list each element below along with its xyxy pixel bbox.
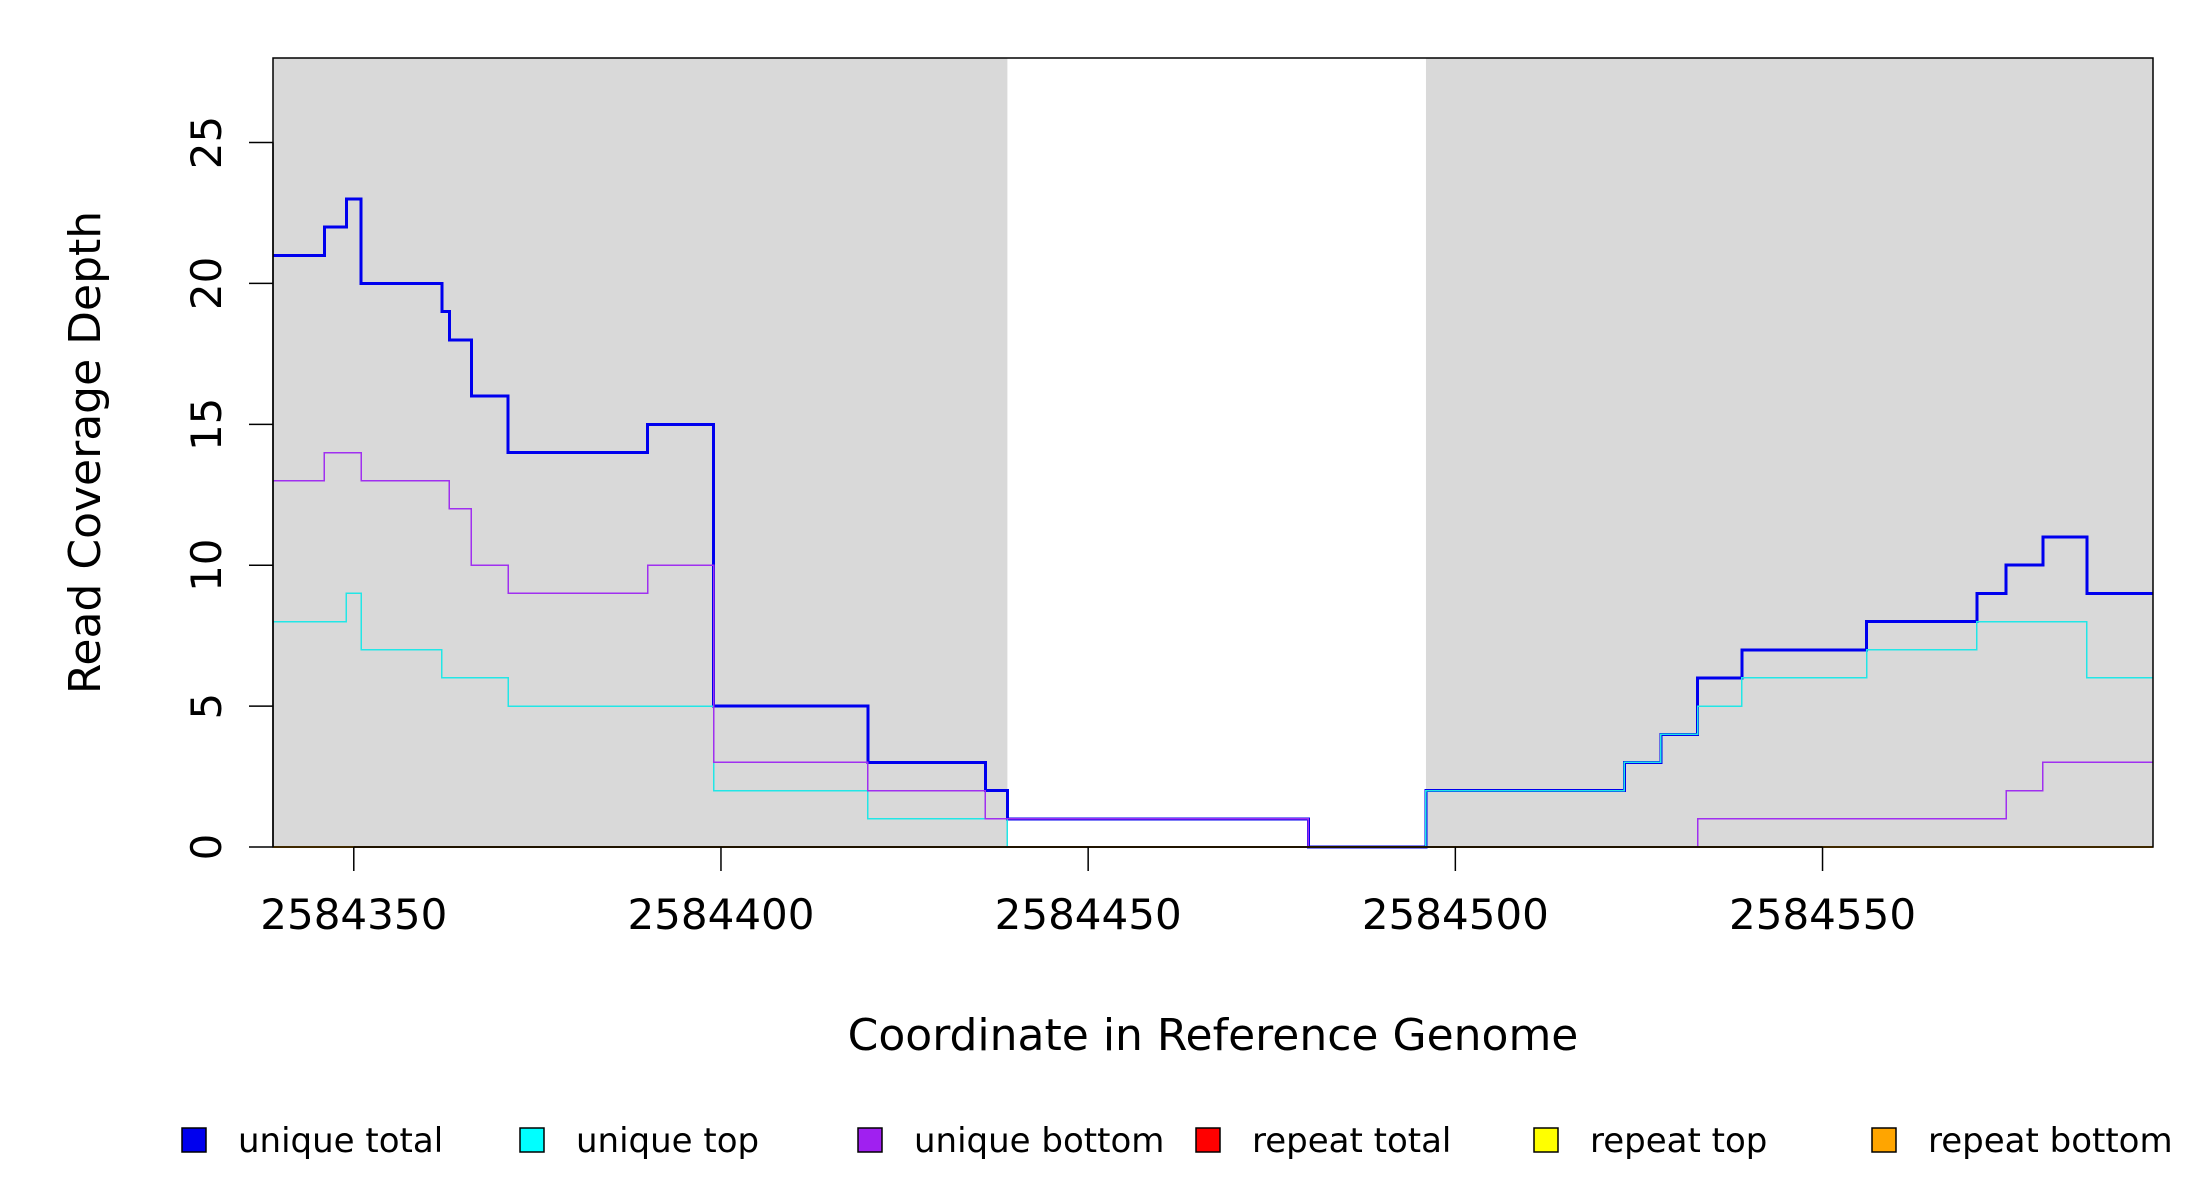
- y-tick-label-10: 10: [182, 538, 231, 591]
- y-tick-label-0: 0: [182, 834, 231, 861]
- y-tick-label-25: 25: [182, 116, 231, 169]
- legend: unique total unique top unique bottom repea…: [181, 1121, 2173, 1161]
- legend-swatch-repeat-total: [1195, 1127, 1221, 1153]
- legend-label-unique-bottom: unique bottom: [914, 1121, 1164, 1161]
- legend-item-repeat-top: repeat top: [1533, 1121, 1767, 1161]
- legend-swatch-unique-bottom: [857, 1127, 883, 1153]
- series-line-unique-bottom: [273, 451, 2153, 848]
- legend-label-unique-total: unique total: [238, 1121, 443, 1161]
- x-axis: 2584350 2584400 2584450 2584500 2584550: [260, 846, 1916, 939]
- x-tick-label-2584350: 2584350: [260, 890, 447, 939]
- legend-item-unique-top: unique top: [519, 1121, 759, 1161]
- legend-item-repeat-total: repeat total: [1195, 1121, 1451, 1161]
- legend-swatch-unique-top: [519, 1127, 545, 1153]
- legend-item-unique-bottom: unique bottom: [857, 1121, 1164, 1161]
- legend-item-repeat-bottom: repeat bottom: [1871, 1121, 2173, 1161]
- y-tick-label-20: 20: [182, 257, 231, 310]
- x-tick-label-2584400: 2584400: [627, 890, 814, 939]
- legend-label-repeat-top: repeat top: [1590, 1121, 1767, 1161]
- legend-label-repeat-total: repeat total: [1252, 1121, 1451, 1161]
- legend-swatch-repeat-bottom: [1871, 1127, 1897, 1153]
- y-tick-label-5: 5: [182, 693, 231, 720]
- shaded-region-2: [1425, 58, 2153, 847]
- x-axis-title: Coordinate in Reference Genome: [848, 1010, 1579, 1061]
- legend-swatch-unique-total: [181, 1127, 207, 1153]
- legend-label-repeat-bottom: repeat bottom: [1928, 1121, 2173, 1161]
- x-tick-label-2584550: 2584550: [1729, 890, 1916, 939]
- legend-swatch-repeat-top: [1533, 1127, 1559, 1153]
- x-tick-label-2584450: 2584450: [995, 890, 1182, 939]
- y-tick-label-15: 15: [182, 398, 231, 451]
- legend-item-unique-total: unique total: [181, 1121, 443, 1161]
- y-axis-title: Read Coverage Depth: [60, 211, 111, 694]
- series-line-unique-total: [273, 197, 2153, 849]
- x-tick-label-2584500: 2584500: [1362, 890, 1549, 939]
- legend-label-unique-top: unique top: [576, 1121, 759, 1161]
- y-axis: 0 5 10 15 20 25: [182, 116, 274, 861]
- shaded-regions: [273, 58, 2153, 847]
- series-line-unique-top: [273, 592, 2153, 848]
